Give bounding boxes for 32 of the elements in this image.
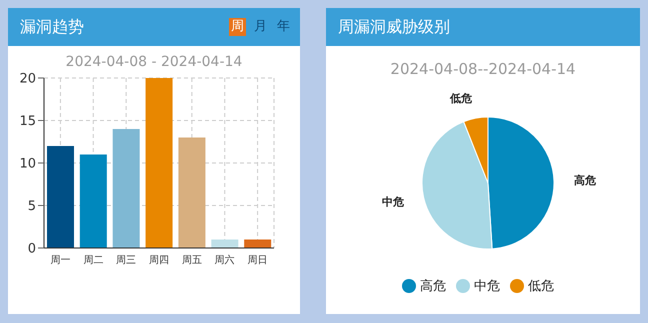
text: 周 — [229, 18, 246, 36]
bar — [112, 129, 140, 248]
y-tick-label: 20 — [19, 72, 36, 87]
x-tick-label: 周二 — [83, 255, 104, 266]
bar — [146, 78, 173, 248]
y-tick-label: 15 — [19, 114, 36, 130]
chart-title: 周漏洞威胁级别 — [326, 8, 640, 46]
x-tick-label: 周日 — [248, 255, 268, 266]
bar — [80, 154, 107, 248]
slice-label: 中危 — [382, 195, 404, 208]
y-tick-label: 10 — [19, 156, 36, 172]
bar — [211, 240, 238, 248]
text: 月 — [253, 18, 268, 36]
chart-subtitle: 2024-04-08 - 2024-04-14 — [64, 54, 244, 70]
bar — [47, 146, 74, 248]
slice-label: 高危 — [574, 174, 596, 187]
x-tick-label: 周一 — [50, 255, 70, 266]
x-tick-label: 周五 — [182, 255, 202, 266]
legend-label: 低危 — [528, 279, 554, 294]
text: 年 — [276, 18, 291, 36]
legend-label: 高危 — [420, 279, 446, 294]
y-tick-label: 5 — [28, 199, 36, 214]
bar — [178, 138, 206, 248]
x-tick-label: 周四 — [149, 255, 169, 266]
chart-subtitle: 2024-04-08--2024-04-14 — [389, 60, 577, 78]
x-tick-label: 周三 — [116, 255, 136, 266]
chart-title: 漏洞趋势 — [20, 17, 84, 36]
legend-label: 中危 — [474, 279, 500, 294]
x-tick-label: 周六 — [214, 254, 235, 266]
y-tick-label: 0 — [28, 242, 36, 257]
slice-label: 低危 — [448, 92, 472, 106]
bar — [244, 240, 272, 248]
